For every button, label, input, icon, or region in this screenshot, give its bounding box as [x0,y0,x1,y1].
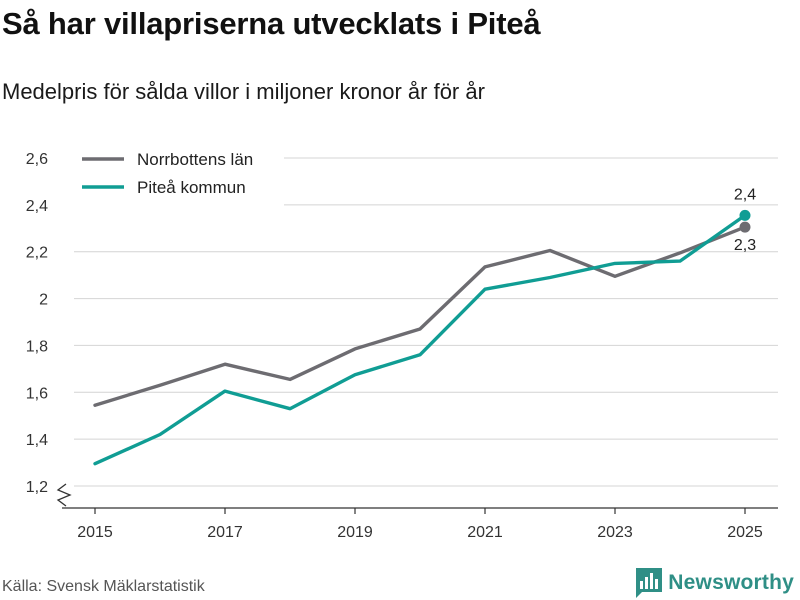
end-labels: 2,4 2,3 [734,186,756,254]
y-tick-label: 1,2 [26,479,48,496]
series-lines [93,209,751,466]
end-point-pitea [739,209,751,221]
axis-break-icon [56,483,72,507]
y-tick-label: 1,8 [26,338,48,355]
legend-label-norrbotten: Norrbottens län [137,150,253,169]
y-tick-label: 1,4 [26,432,48,449]
legend: Norrbottens län Piteå kommun [74,146,284,206]
x-tick-label: 2021 [467,524,503,541]
y-tick-label: 2,4 [26,198,48,215]
y-tick-label: 2,6 [26,151,48,168]
y-tick-label: 2 [39,292,48,309]
brand-logo: Newsworthy [636,568,794,598]
y-tick-label: 2,2 [26,245,48,262]
legend-label-pitea: Piteå kommun [137,178,246,197]
chart-title: Så har villapriserna utvecklats i Piteå [2,6,541,41]
x-axis: 2015 2017 2019 2021 2023 2025 [56,483,778,541]
series-line-pitea [93,213,747,466]
end-point-norrbotten [739,221,751,233]
brand-name: Newsworthy [668,571,794,594]
x-tick-label: 2015 [77,524,113,541]
end-label-norrbotten: 2,3 [734,237,756,254]
y-axis-ticks: 1,2 1,4 1,6 1,8 2 2,2 2,4 2,6 [26,151,48,496]
x-tick-label: 2025 [727,524,763,541]
newsworthy-logo-icon [636,568,663,598]
source-note: Källa: Svensk Mäklarstatistik [2,578,205,595]
legend-background [74,146,284,206]
x-tick-label: 2019 [337,524,373,541]
x-tick-label: 2023 [597,524,633,541]
x-tick-label: 2017 [207,524,243,541]
y-tick-label: 1,6 [26,385,48,402]
series-line-norrbotten [93,225,747,407]
end-label-pitea: 2,4 [734,186,756,203]
chart-subtitle: Medelpris för sålda villor i miljoner kr… [2,79,485,104]
